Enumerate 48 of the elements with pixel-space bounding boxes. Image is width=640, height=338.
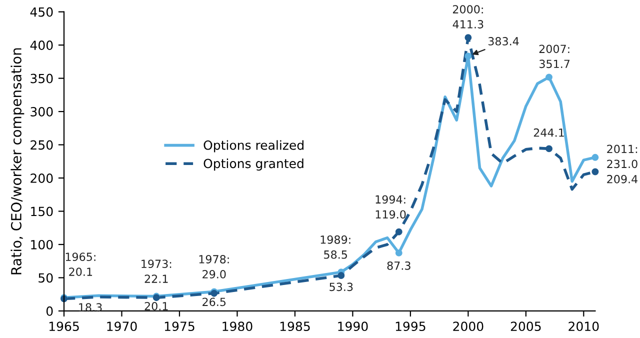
point — [546, 145, 552, 152]
legend-label: Options realized — [204, 140, 304, 152]
y-tick-label: 350 — [30, 74, 53, 84]
annotation: 1978: 29.0 — [199, 255, 229, 278]
y-tick-label: 250 — [30, 140, 53, 150]
annotation: 383.4 — [488, 37, 519, 46]
x-tick-label: 1970 — [107, 322, 137, 332]
legend-label: Options granted — [204, 158, 304, 171]
annotation: 1989: 58.5 — [320, 235, 350, 259]
annotation: 2000: 411.3 — [452, 5, 484, 28]
x-tick-label: 1980 — [222, 322, 252, 332]
point — [592, 168, 599, 176]
annotation: 18.3 — [79, 303, 102, 312]
annotation: 2007: 351.7 — [539, 44, 570, 68]
annotation: 2011: 231.0 — [607, 144, 638, 168]
annotation: 1994: 119.0 — [376, 195, 406, 219]
annotation: 53.3 — [330, 282, 353, 292]
point — [464, 52, 472, 60]
point — [395, 228, 402, 236]
point — [546, 74, 552, 81]
annotation: 244.1 — [534, 128, 564, 137]
y-tick-label: 100 — [31, 240, 53, 250]
point — [338, 272, 345, 279]
point — [592, 154, 599, 161]
x-tick-label: 2000 — [453, 322, 484, 332]
x-tick-label: 1990 — [338, 322, 368, 332]
y-tick-label: 300 — [30, 107, 53, 116]
y-tick-label: 400 — [30, 40, 53, 50]
annotation: 1965: 20.1 — [66, 252, 96, 276]
y-tick-label: 150 — [31, 206, 53, 216]
annotation: 1973: 22.1 — [142, 260, 172, 283]
y-axis-title: Ratio, CEO/worker compensation — [10, 48, 24, 274]
y-tick-label: 200 — [30, 173, 53, 183]
x-tick-label: 1995 — [396, 322, 426, 332]
y-tick-label: 450 — [30, 7, 53, 17]
annotation: 20.1 — [144, 302, 168, 310]
annotation: 26.5 — [202, 298, 226, 306]
annotation: 87.3 — [387, 261, 410, 270]
x-tick-label: 1965 — [49, 322, 79, 332]
x-tick-label: 1975 — [164, 322, 194, 332]
point — [395, 249, 402, 256]
x-tick-label: 1985 — [280, 322, 310, 332]
point — [464, 34, 472, 42]
x-tick-label: 2010 — [568, 322, 599, 332]
y-tick-label: 0 — [46, 306, 53, 316]
y-tick-label: 50 — [38, 273, 53, 283]
x-tick-label: 2005 — [510, 322, 541, 332]
annotation: 209.4 — [607, 174, 638, 184]
